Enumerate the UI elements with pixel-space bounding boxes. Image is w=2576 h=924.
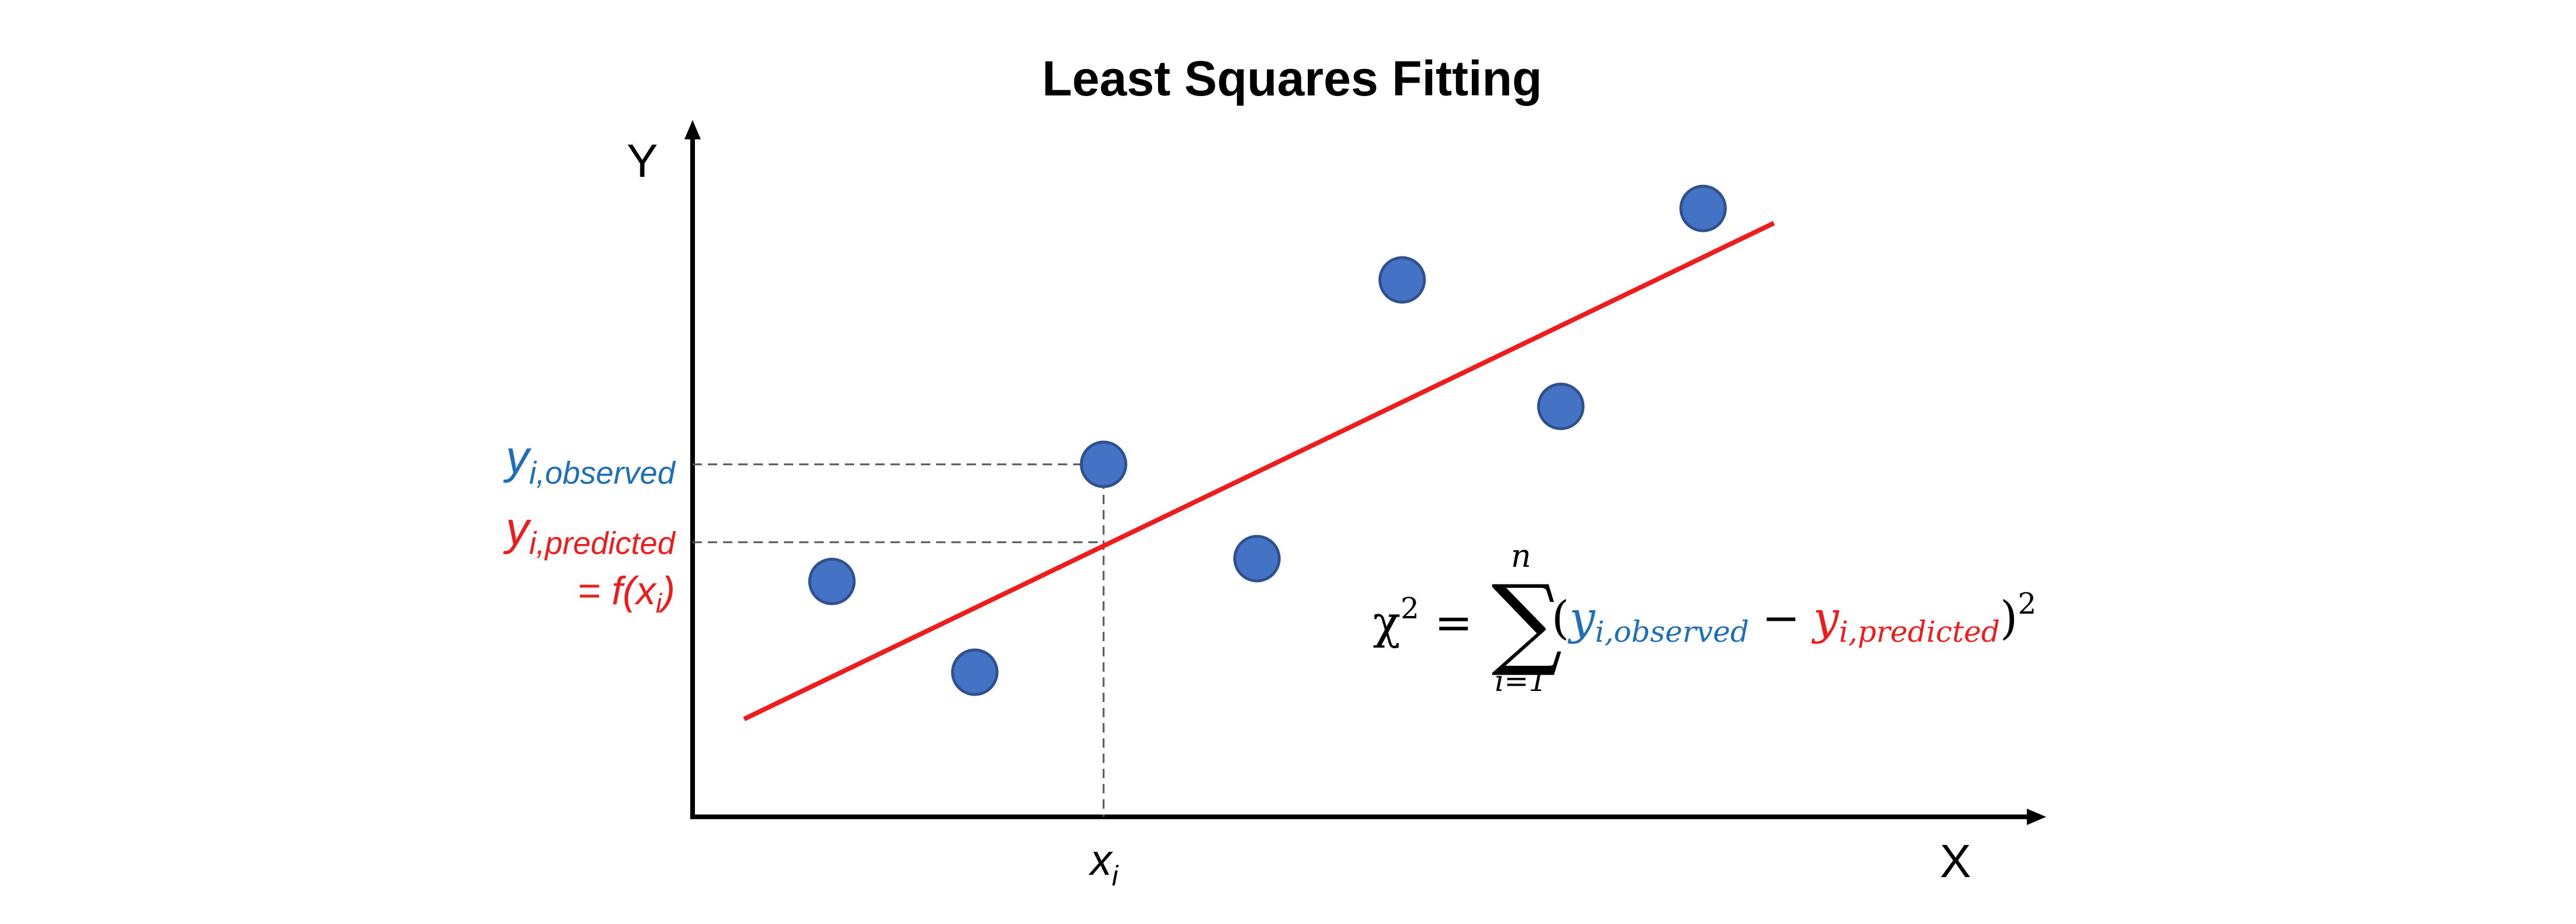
formula-exponent: 2 bbox=[2017, 587, 2036, 621]
formula-lhs: χ2 = bbox=[1373, 591, 1472, 649]
chart-title: Least Squares Fitting bbox=[1042, 51, 1542, 106]
f-of-x-subscript: i bbox=[656, 588, 663, 618]
predicted-term-subscript: i,predicted bbox=[1839, 615, 2000, 649]
y-observed-label: yi,observed bbox=[503, 431, 676, 491]
chi-squared-formula: χ2 = ∑ n i=1 (yi,observed − yi,predicted)2 bbox=[1373, 538, 2036, 698]
chi-exponent: 2 bbox=[1400, 591, 1419, 625]
equals-sign: = bbox=[1434, 597, 1472, 649]
y-axis-arrowhead bbox=[684, 120, 701, 139]
data-point bbox=[951, 648, 999, 696]
chi-symbol: χ bbox=[1373, 597, 1400, 649]
sum-lower-limit: i=1 bbox=[1495, 664, 1547, 698]
x-i-label: xi bbox=[1088, 836, 1119, 892]
x-i-base: x bbox=[1088, 836, 1114, 884]
data-point bbox=[1233, 535, 1281, 583]
data-point bbox=[808, 557, 856, 605]
fitted-line bbox=[743, 221, 1775, 721]
f-of-x-label: = f(xi) bbox=[577, 569, 675, 618]
x-i-subscript: i bbox=[1112, 861, 1119, 892]
close-paren: ) bbox=[2000, 592, 2017, 645]
x-axis-label: X bbox=[1940, 835, 1971, 887]
predicted-term-base: y bbox=[1811, 592, 1839, 645]
y-observed-subscript: i,observed bbox=[529, 456, 676, 491]
open-paren: ( bbox=[1551, 592, 1569, 645]
y-predicted-subscript: i,predicted bbox=[529, 526, 676, 561]
data-points bbox=[808, 184, 1727, 696]
f-of-x-prefix: = f(x bbox=[577, 569, 657, 613]
observed-term-subscript: i,observed bbox=[1595, 615, 1749, 649]
y-predicted-label: yi,predicted bbox=[503, 502, 676, 561]
formula-body: (yi,observed − yi,predicted)2 bbox=[1551, 587, 2036, 649]
y-axis-label: Y bbox=[626, 135, 657, 187]
observed-term-base: y bbox=[1567, 592, 1595, 645]
axes bbox=[684, 120, 2046, 825]
sigma-symbol: ∑ bbox=[1491, 564, 1562, 680]
y-predicted-base: y bbox=[503, 502, 532, 555]
data-point bbox=[1537, 382, 1585, 430]
data-point bbox=[1080, 440, 1128, 488]
data-point bbox=[1679, 184, 1727, 232]
y-observed-base: y bbox=[503, 431, 532, 483]
data-point bbox=[1378, 256, 1426, 304]
minus-sign: − bbox=[1762, 592, 1800, 645]
sum-upper-limit: n bbox=[1511, 538, 1532, 574]
guide-lines bbox=[693, 463, 1105, 817]
x-axis-arrowhead bbox=[2027, 809, 2046, 825]
